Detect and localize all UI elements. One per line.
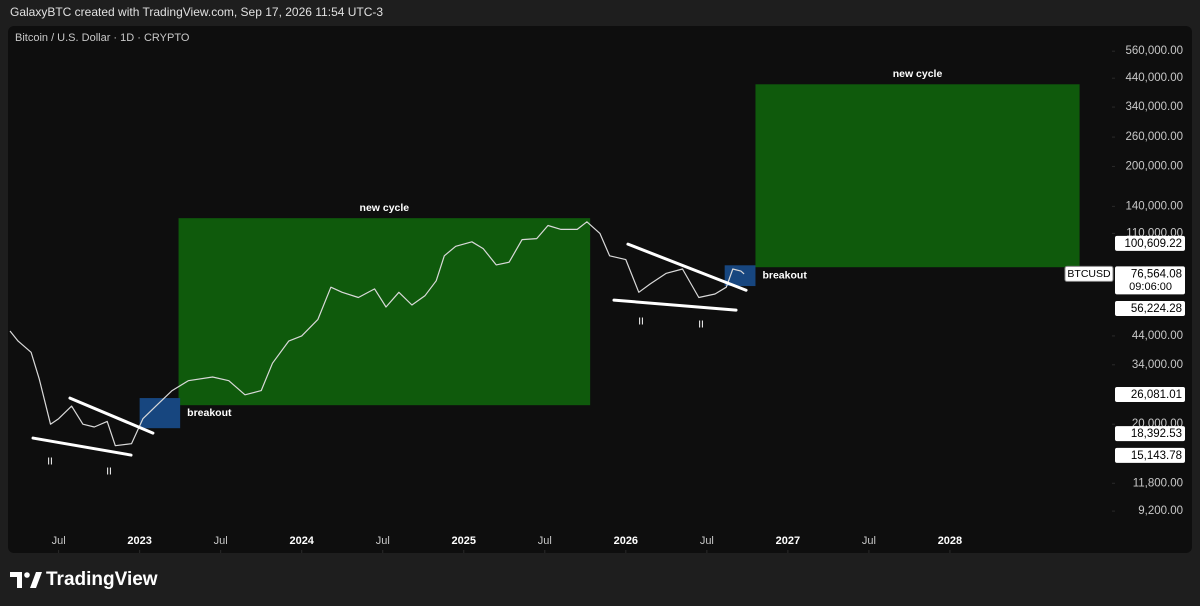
zone-rect: [755, 84, 1080, 268]
x-tick-label: Jul: [52, 535, 66, 547]
trendline: [612, 298, 738, 312]
price-level-box: [1115, 300, 1185, 316]
footer-brand: TradingView: [46, 569, 158, 590]
y-tick-label: 34,000.00: [1132, 359, 1183, 371]
y-tick-label: 200,000.00: [1125, 160, 1183, 172]
price-line: [9, 221, 745, 447]
price-level-box: [1115, 447, 1185, 463]
wave-note: II: [638, 317, 644, 328]
symbol-box: [1064, 265, 1114, 282]
x-tick-label: 2027: [776, 535, 800, 547]
trendline: [626, 242, 748, 292]
price-level-box: [1115, 426, 1185, 442]
y-tick-label: 560,000.00: [1125, 45, 1183, 57]
header-text: GalaxyBTC created with TradingView.com, …: [10, 5, 383, 19]
y-tick-label: 340,000.00: [1125, 101, 1183, 113]
x-tick-label: Jul: [862, 535, 876, 547]
price-level-label: 15,143.78: [1131, 450, 1182, 462]
countdown-label: 09:06:00: [1129, 281, 1172, 293]
x-tick-label: 2024: [289, 535, 314, 547]
price-level-label: 100,609.22: [1124, 238, 1182, 250]
wave-note: II: [106, 467, 112, 478]
plot-area: new cycle new cycle breakout breakout II II II…: [9, 68, 1080, 478]
zone-label: new cycle: [360, 202, 410, 214]
symbol-label: BTCUSD: [1067, 268, 1111, 280]
price-level-label: 26,081.01: [1131, 389, 1182, 401]
wave-note: II: [698, 320, 704, 331]
price-level-box: [1115, 386, 1185, 402]
last-price-box: [1115, 266, 1185, 295]
x-tick-label: 2026: [614, 535, 638, 547]
price-level-label: 56,224.28: [1131, 303, 1182, 315]
zone-label: breakout: [762, 269, 807, 281]
tv-logo-icon: [10, 572, 42, 588]
y-tick-label: 440,000.00: [1125, 72, 1183, 84]
y-tick-label: 11,800.00: [1133, 477, 1183, 489]
y-tick-label: 140,000.00: [1125, 200, 1183, 212]
x-tick-label: Jul: [214, 535, 228, 547]
x-tick-label: 2025: [452, 535, 476, 547]
x-tick-label: Jul: [538, 535, 552, 547]
price-level-box: [1115, 235, 1185, 251]
x-tick-label: Jul: [376, 535, 390, 547]
wave-note: II: [47, 457, 53, 468]
price-level-label: 18,392.53: [1131, 428, 1182, 440]
last-price-label: 76,564.08: [1131, 268, 1182, 280]
y-tick-label: 9,200.00: [1138, 505, 1183, 517]
x-tick-label: 2028: [938, 535, 962, 547]
zone-label: breakout: [187, 407, 232, 419]
x-tick-label: Jul: [700, 535, 714, 547]
chart-title: Bitcoin / U.S. Dollar · 1D · CRYPTO: [15, 32, 190, 44]
trendline: [31, 436, 133, 457]
y-tick-label: 260,000.00: [1125, 131, 1183, 143]
zone-rect: [178, 218, 591, 406]
zone-label: new cycle: [893, 68, 943, 80]
y-tick-label: 44,000.00: [1132, 330, 1183, 342]
x-tick-label: 2023: [127, 535, 151, 547]
trendline: [68, 396, 155, 435]
